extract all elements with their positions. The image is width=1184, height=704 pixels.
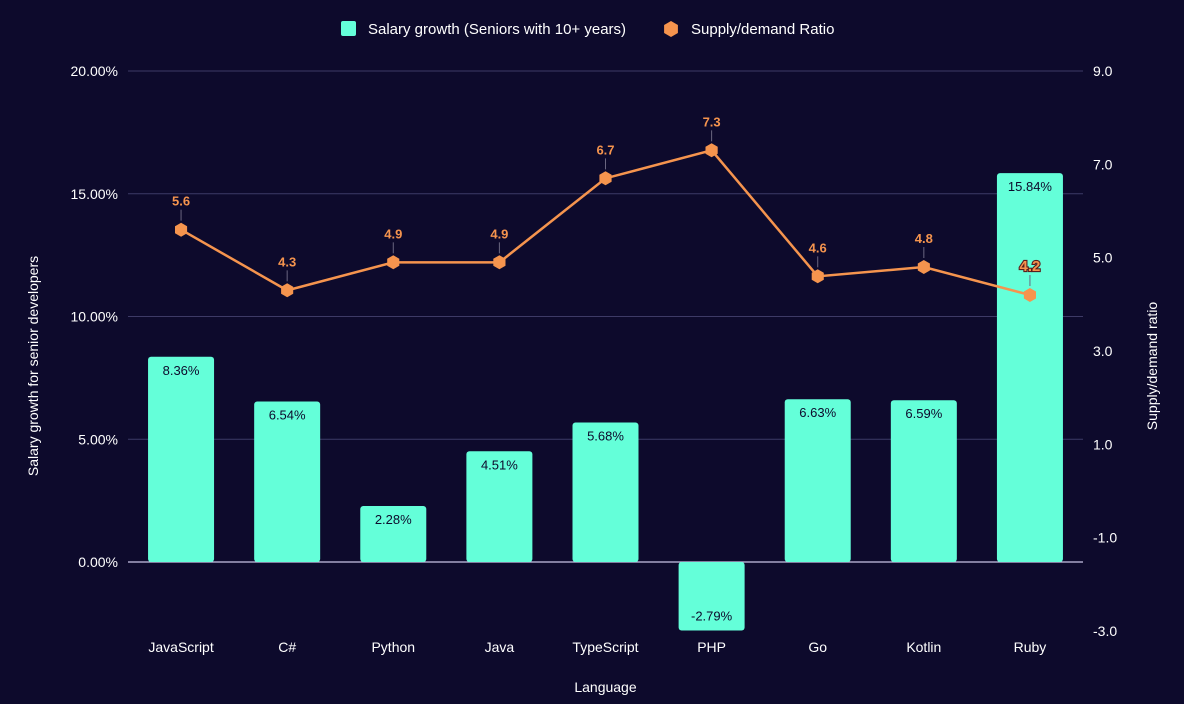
legend-label-salary: Salary growth (Seniors with 10+ years) bbox=[368, 21, 626, 38]
x-tick-label: Kotlin bbox=[906, 639, 941, 655]
x-tick-label: C# bbox=[278, 639, 296, 655]
line-point bbox=[917, 260, 930, 274]
x-tick-label: Python bbox=[371, 639, 415, 655]
line-data-label: 6.7 bbox=[596, 142, 614, 157]
line-data-label: 7.3 bbox=[703, 114, 721, 129]
y2-tick-label: -3.0 bbox=[1093, 623, 1117, 639]
line-data-label: 4.3 bbox=[278, 254, 296, 269]
line-layer: 5.6 4.3 4.9 4.9 6.7 7.3 4.6 4.8 4.2 bbox=[172, 114, 1041, 302]
legend-swatch-salary bbox=[341, 21, 356, 36]
bar bbox=[890, 400, 957, 562]
bar-data-label: 6.63% bbox=[799, 405, 836, 420]
line-data-label: 4.2 bbox=[1020, 258, 1041, 275]
bar bbox=[996, 173, 1063, 563]
bar bbox=[254, 401, 321, 562]
bar bbox=[678, 562, 745, 631]
x-tick-label: Java bbox=[485, 639, 515, 655]
legend: Salary growth (Seniors with 10+ years) Su… bbox=[341, 21, 834, 38]
line-point bbox=[493, 255, 506, 270]
line-data-label: 4.8 bbox=[915, 231, 933, 246]
bar-data-label: 5.68% bbox=[587, 429, 624, 444]
x-axis-title: Language bbox=[574, 679, 637, 695]
bar bbox=[148, 356, 215, 562]
y2-tick-label: 5.0 bbox=[1093, 250, 1113, 266]
y-tick-label: 10.00% bbox=[71, 309, 118, 325]
legend-swatch-ratio bbox=[664, 21, 678, 37]
line-point bbox=[811, 269, 824, 284]
bar-layer: 8.36% 6.54% 2.28% 4.51% 5.68% -2.79% 6.63% 6.59… bbox=[148, 173, 1063, 631]
y-tick-label: 15.00% bbox=[71, 186, 118, 202]
line-data-label: 4.9 bbox=[384, 226, 402, 241]
bar-data-label: -2.79% bbox=[691, 608, 733, 623]
y-tick-label: 5.00% bbox=[78, 431, 118, 447]
x-tick-label: Go bbox=[808, 639, 827, 655]
line-point bbox=[1023, 288, 1036, 302]
y2-axis-title: Supply/demand ratio bbox=[1144, 302, 1160, 431]
bar bbox=[360, 506, 427, 562]
axis-layer: 0.00% 5.00% 10.00% 15.00% 20.00% -3.0 -1.0 1.0 3… bbox=[25, 63, 1160, 695]
line-data-label: 5.6 bbox=[172, 194, 190, 209]
y2-tick-label: 3.0 bbox=[1093, 343, 1113, 359]
line-data-label: 4.6 bbox=[809, 240, 827, 255]
y2-tick-label: 9.0 bbox=[1093, 63, 1113, 79]
line-point bbox=[705, 143, 718, 158]
bar-data-label: 6.54% bbox=[269, 407, 306, 422]
bar-data-label: 4.51% bbox=[481, 457, 518, 472]
bar-data-label: 8.36% bbox=[163, 363, 200, 378]
y-tick-label: 20.00% bbox=[71, 63, 118, 79]
x-tick-label: JavaScript bbox=[148, 639, 213, 655]
bar-data-label: 6.59% bbox=[905, 406, 942, 421]
y-axis-title: Salary growth for senior developers bbox=[25, 256, 41, 476]
bar bbox=[466, 451, 533, 562]
bar-data-label: 15.84% bbox=[1008, 179, 1053, 194]
y2-tick-label: 1.0 bbox=[1093, 436, 1113, 452]
x-tick-label: TypeScript bbox=[572, 639, 638, 655]
y-tick-label: 0.00% bbox=[78, 554, 118, 570]
x-tick-label: PHP bbox=[697, 639, 726, 655]
y2-tick-label: 7.0 bbox=[1093, 156, 1113, 172]
line-point bbox=[599, 171, 612, 186]
bar-data-label: 2.28% bbox=[375, 512, 412, 527]
line-point bbox=[387, 255, 400, 270]
bar bbox=[572, 422, 639, 562]
line-data-label: 4.9 bbox=[490, 226, 508, 241]
line-point bbox=[175, 222, 188, 237]
x-tick-label: Ruby bbox=[1014, 639, 1047, 655]
line-point bbox=[281, 283, 294, 298]
bar bbox=[784, 399, 851, 562]
y2-tick-label: -1.0 bbox=[1093, 530, 1117, 546]
legend-label-ratio: Supply/demand Ratio bbox=[691, 21, 834, 38]
